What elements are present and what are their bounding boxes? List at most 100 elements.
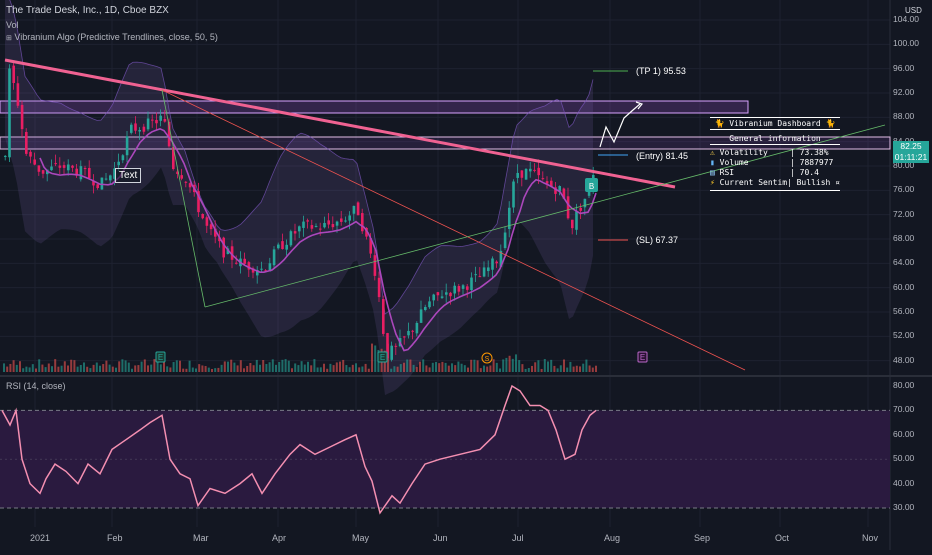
volume-bar (44, 367, 47, 372)
volume-bar (355, 363, 357, 372)
price-tick: 96.00 (893, 62, 915, 73)
volume-bar (207, 367, 210, 372)
time-tick: Jun (433, 533, 448, 543)
candle-body (466, 286, 469, 290)
candle-body (541, 178, 545, 180)
row-value: | 7887977 (790, 158, 834, 167)
candle-body (390, 345, 393, 360)
warning-icon: ⚠ (710, 148, 715, 157)
candle-body (495, 261, 498, 264)
candle-body (445, 292, 448, 295)
buy-signal-text: B (589, 182, 594, 191)
time-tick: Oct (775, 533, 790, 543)
row-value: | Bullish (786, 178, 831, 187)
volume-bar (339, 361, 341, 372)
time-tick: Sep (694, 533, 711, 543)
projection-arrow (599, 103, 641, 148)
volume-label[interactable]: Vol (6, 20, 19, 30)
volume-bar (35, 368, 37, 372)
volume-bar (51, 366, 53, 372)
time-tick: May (352, 533, 370, 543)
volume-bar (47, 363, 50, 372)
indicator-label[interactable]: ⊞ Vibranium Algo (Predictive Trendlines,… (6, 32, 218, 42)
candle-body (319, 228, 322, 230)
band-upper-line (9, 0, 594, 315)
volume-bar (566, 367, 569, 372)
volume-bar (70, 359, 73, 372)
candle-body (293, 231, 297, 234)
earnings-marker (155, 351, 166, 363)
rsi-label[interactable]: RSI (14, close) (6, 381, 66, 391)
candle-body (62, 165, 66, 168)
volume-bar (489, 365, 492, 372)
up-trendline (161, 89, 206, 308)
volume-bar (191, 367, 194, 372)
price-tick: 56.00 (893, 305, 915, 316)
time-tick: Feb (107, 533, 123, 543)
candle-body (537, 167, 540, 176)
price-tick: 48.00 (893, 354, 915, 365)
time-tick: Aug (604, 533, 621, 543)
dashboard-row: ⚡ Current Sentiment | Bullish ¤ (710, 178, 840, 188)
volume-bar (3, 363, 5, 372)
volume-bar (550, 359, 553, 372)
volume-bar (230, 359, 233, 372)
volume-bar (457, 361, 460, 372)
candle-body (566, 196, 570, 219)
volume-bar (287, 360, 290, 372)
volume-bar (9, 363, 12, 372)
symbol-title[interactable]: The Trade Desk, Inc., 1D, Cboe BZX (6, 5, 169, 16)
candle-body (365, 227, 368, 237)
candle-body (545, 181, 549, 184)
entry-label: (Entry) 81.45 (636, 151, 689, 161)
volume-bar (201, 365, 204, 372)
volume-bar (495, 362, 498, 372)
time-tick: Apr (272, 533, 287, 543)
volume-bar (15, 364, 18, 372)
volume-bar (211, 368, 213, 372)
volume-bar (419, 361, 421, 372)
candle-body (285, 244, 288, 250)
candle-body (4, 155, 7, 157)
candle-body (125, 136, 129, 156)
candle-body (180, 175, 183, 179)
volume-bar (390, 368, 393, 372)
candle-body (104, 178, 108, 180)
text-annotation[interactable]: Text (115, 168, 142, 183)
volume-bar (396, 366, 399, 372)
volume-bar (195, 368, 197, 372)
volume-bar (54, 359, 57, 372)
volume-bar (102, 364, 105, 372)
candle-body (348, 215, 351, 221)
row-label: RSI (719, 168, 735, 177)
volume-bar (342, 359, 345, 372)
candle-body (415, 322, 419, 334)
volume-bar (329, 363, 332, 372)
candle-body (440, 296, 444, 298)
time-tick: Jul (512, 533, 524, 543)
volume-bar (502, 359, 505, 372)
candle-body (247, 262, 251, 270)
volume-bar (246, 365, 249, 372)
volume-bar (348, 367, 351, 372)
volume-bar (563, 359, 565, 372)
volume-bar (425, 365, 428, 372)
volume-bar (547, 361, 549, 372)
candle-body (96, 184, 99, 189)
volume-bar (79, 364, 82, 372)
rsi-icon: ▤ (710, 168, 715, 177)
candle-body (251, 268, 255, 273)
volume-bar (556, 368, 559, 372)
volume-bar (278, 361, 281, 372)
dashboard-row: ⚠ Volatility | 73.38% (710, 148, 840, 158)
candle-body (172, 147, 175, 170)
black-cat-icon: 🐈 (714, 119, 725, 128)
volume-bar (25, 366, 28, 372)
bull-icon: ¤ (835, 178, 840, 187)
volume-bar (28, 367, 31, 372)
dashboard-title: Vibranium Dashboard (729, 119, 821, 128)
volume-bar (159, 364, 162, 372)
volume-bar (220, 364, 223, 372)
